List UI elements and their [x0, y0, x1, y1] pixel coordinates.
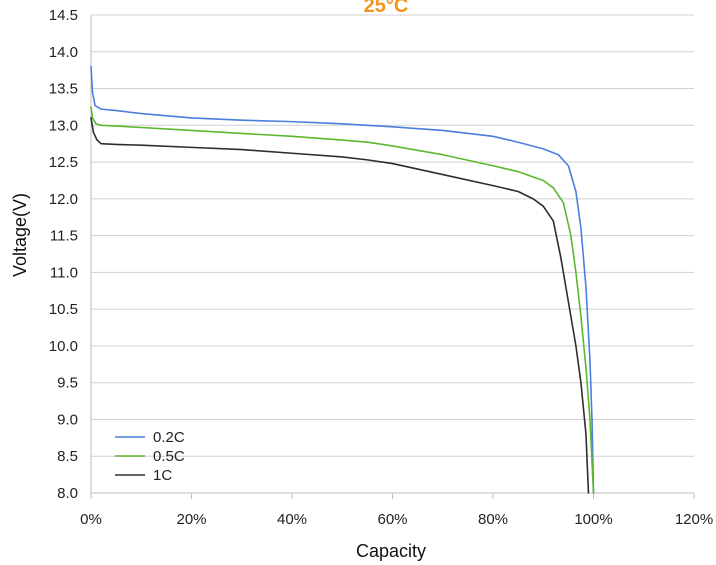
series-layer — [90, 65, 595, 494]
x-tick-label: 100% — [574, 511, 612, 528]
x-tick-label: 20% — [176, 511, 206, 528]
y-tick-label: 8.0 — [57, 485, 78, 502]
y-tick-label: 13.5 — [49, 81, 78, 98]
y-tick-label: 12.5 — [49, 154, 78, 171]
y-tick-label: 10.5 — [49, 301, 78, 318]
legend-label: 0.2C — [153, 429, 185, 446]
legend-label: 0.5C — [153, 448, 185, 465]
legend: 0.2C 0.5C 1C — [115, 429, 185, 484]
y-tick-label: 9.5 — [57, 375, 78, 392]
chart-title: 25°C — [364, 0, 409, 17]
y-tick-label: 8.5 — [57, 448, 78, 465]
legend-label: 1C — [153, 467, 172, 484]
grid-layer — [91, 14, 694, 494]
series-line-0-2c — [90, 65, 595, 494]
series-line-1c — [90, 117, 590, 494]
y-tick-label: 13.0 — [49, 117, 78, 134]
x-tick-label: 80% — [478, 511, 508, 528]
x-tick-label: 40% — [277, 511, 307, 528]
y-axis-title: Voltage(V) — [10, 193, 30, 277]
y-tick-label: 11.5 — [50, 228, 78, 245]
y-tick-label: 10.0 — [49, 338, 78, 355]
x-tick-label: 0% — [80, 511, 102, 528]
y-tick-label: 14.0 — [49, 44, 78, 61]
series-line-0-5c — [90, 106, 595, 494]
x-axis-title: Capacity — [356, 541, 426, 561]
y-tick-label: 11.0 — [50, 264, 78, 281]
y-tick-label: 14.5 — [49, 7, 78, 24]
x-tick-label: 120% — [675, 511, 713, 528]
axis-layer: 14.5 14.0 13.5 13.0 12.5 12.0 11.5 11.0 10.5 10.0… — [49, 7, 713, 528]
x-tick-label: 60% — [377, 511, 407, 528]
y-tick-label: 12.0 — [49, 191, 78, 208]
y-tick-label: 9.0 — [57, 411, 78, 428]
